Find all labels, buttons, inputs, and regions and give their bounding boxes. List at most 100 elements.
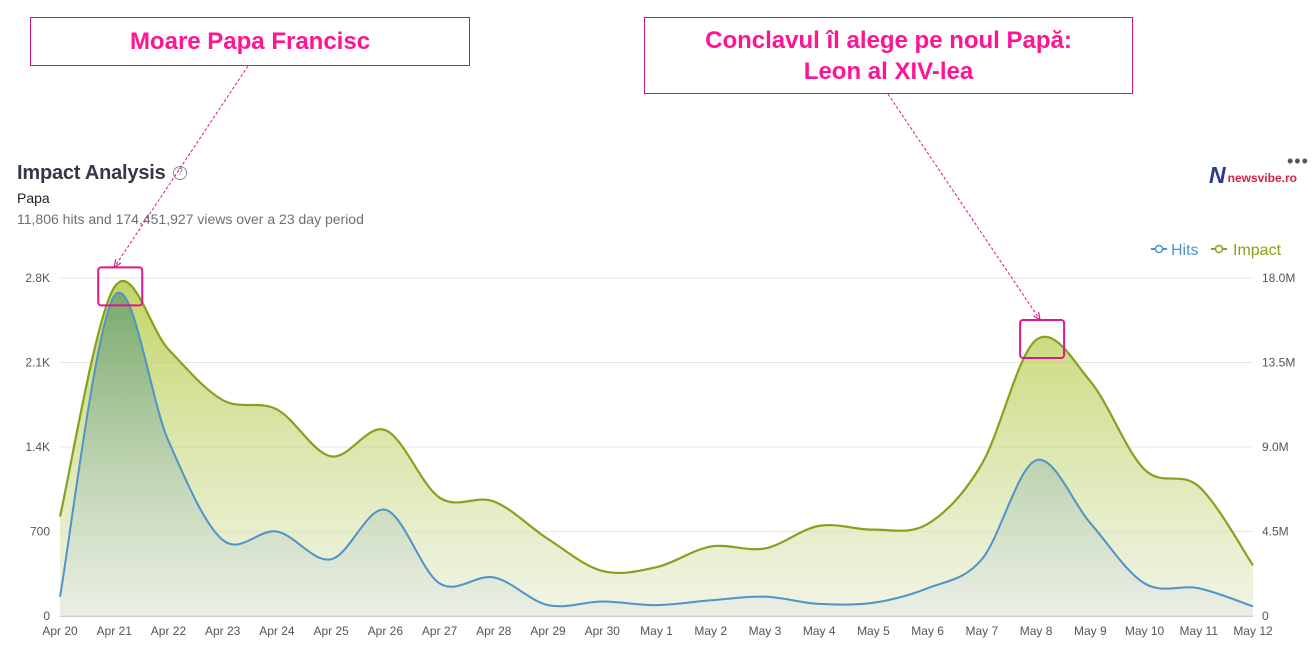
impact-point <box>492 499 496 503</box>
help-icon[interactable]: ? <box>173 166 187 180</box>
hits-point <box>763 595 767 599</box>
brand-name: newsvibe.ro <box>1227 171 1297 185</box>
impact-point <box>383 428 387 432</box>
impact-point <box>763 546 767 550</box>
impact-point <box>1251 563 1255 567</box>
x-tick-label: May 12 <box>1233 624 1273 638</box>
hits-point <box>221 538 225 542</box>
chart-subtitle: Papa <box>17 190 50 206</box>
x-tick-label: Apr 23 <box>205 624 241 638</box>
hits-point <box>709 598 713 602</box>
hits-point <box>655 603 659 607</box>
hits-area <box>60 292 1253 616</box>
impact-series-line <box>58 279 1254 574</box>
brand-logo: N newsvibe.ro <box>1209 163 1297 187</box>
legend-hits-marker <box>1154 244 1164 254</box>
x-tick-label: Apr 28 <box>476 624 512 638</box>
x-tick-label: Apr 26 <box>368 624 404 638</box>
x-tick-label: Apr 27 <box>422 624 458 638</box>
x-tick-label: Apr 21 <box>97 624 133 638</box>
hits-point <box>871 601 875 605</box>
impact-point <box>1088 379 1092 383</box>
peak-highlight-box <box>1019 318 1066 359</box>
impact-point <box>166 347 170 351</box>
x-tick-label: May 6 <box>911 624 944 638</box>
x-tick-label: May 10 <box>1125 624 1165 638</box>
hits-point <box>980 557 984 561</box>
y-left-tick-label: 2.8K <box>25 271 50 285</box>
impact-point <box>438 496 442 500</box>
hits-point <box>112 294 116 298</box>
impact-point <box>1034 338 1038 342</box>
hits-point <box>926 586 930 590</box>
x-tick-label: May 11 <box>1180 624 1219 638</box>
hits-point <box>1088 521 1092 525</box>
legend-impact-label: Impact <box>1233 242 1282 259</box>
callout-arrowhead <box>1033 311 1041 322</box>
impact-point <box>221 398 225 402</box>
hits-point <box>58 595 62 599</box>
x-tick-label: Apr 25 <box>313 624 349 638</box>
x-tick-label: Apr 30 <box>585 624 621 638</box>
legend-hits-label: Hits <box>1171 242 1199 259</box>
hits-point <box>383 508 387 512</box>
x-tick-label: May 5 <box>857 624 890 638</box>
y-right-tick-label: 4.5M <box>1262 525 1289 539</box>
impact-point <box>275 407 279 411</box>
x-tick-label: May 7 <box>966 624 999 638</box>
chart-summary: 11,806 hits and 174,451,927 views over a… <box>17 211 364 227</box>
impact-point <box>926 522 930 526</box>
impact-point <box>980 462 984 466</box>
x-tick-label: Apr 29 <box>530 624 566 638</box>
impact-point <box>871 528 875 532</box>
peak-highlight-box <box>97 266 144 307</box>
impact-point <box>112 285 116 289</box>
x-tick-label: May 4 <box>803 624 836 638</box>
hits-point <box>817 602 821 606</box>
impact-point <box>329 454 333 458</box>
brand-logo-icon: N <box>1209 162 1226 188</box>
x-tick-label: May 9 <box>1074 624 1107 638</box>
y-left-tick-label: 700 <box>30 525 50 539</box>
hits-point <box>329 557 333 561</box>
x-tick-label: Apr 20 <box>42 624 78 638</box>
impact-point <box>817 524 821 528</box>
hits-series-line <box>59 291 1254 608</box>
x-tick-label: May 3 <box>749 624 782 638</box>
chart-title: Impact Analysis <box>17 162 166 184</box>
hits-point <box>438 581 442 585</box>
annotation-pope-death-label: Moare Papa Francisc <box>129 28 371 55</box>
hits-point <box>1143 581 1147 585</box>
callout-connector <box>887 93 1041 321</box>
hits-point <box>1251 604 1255 608</box>
more-options-icon[interactable]: ••• <box>1287 151 1309 171</box>
annotation-conclave-line1: Conclavul îl alege pe noul Papă: <box>705 26 1072 54</box>
x-tick-label: May 8 <box>1020 624 1053 638</box>
y-right-tick-label: 9.0M <box>1262 440 1289 454</box>
x-tick-label: Apr 22 <box>151 624 187 638</box>
impact-point <box>709 545 713 549</box>
annotation-pope-death: Moare Papa Francisc <box>30 17 470 66</box>
impact-point <box>58 514 62 518</box>
hits-point <box>275 530 279 534</box>
y-left-tick-label: 2.1K <box>25 356 50 370</box>
y-right-tick-label: 13.5M <box>1262 356 1295 370</box>
y-right-tick-label: 18.0M <box>1262 271 1295 285</box>
hits-point <box>600 600 604 604</box>
hits-point <box>1034 458 1038 462</box>
impact-point <box>655 565 659 569</box>
y-left-tick-label: 1.4K <box>25 440 50 454</box>
callout-connector <box>113 65 249 268</box>
annotation-conclave: Conclavul îl alege pe noul Papă: Leon al… <box>644 17 1133 94</box>
legend-impact-marker <box>1214 244 1224 254</box>
x-tick-label: May 2 <box>694 624 727 638</box>
y-right-tick-label: 0 <box>1262 609 1269 623</box>
hits-point <box>166 439 170 443</box>
hits-point <box>546 603 550 607</box>
impact-point <box>600 569 604 573</box>
hits-point <box>492 575 496 579</box>
y-left-tick-label: 0 <box>43 609 50 623</box>
annotation-conclave-text: Conclavul îl alege pe noul Papă: Leon al… <box>705 25 1072 87</box>
hits-point <box>1197 586 1201 590</box>
